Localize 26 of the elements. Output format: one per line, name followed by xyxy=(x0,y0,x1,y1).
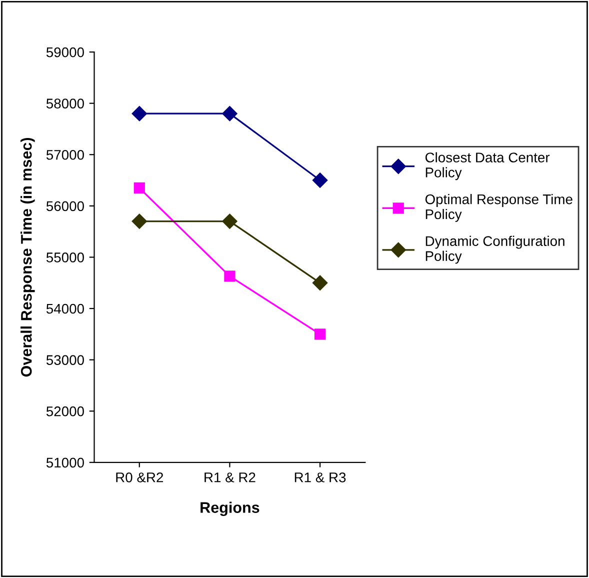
y-tick-label: 59000 xyxy=(46,47,84,58)
y-tick-label: 58000 xyxy=(46,98,84,108)
y-tick-label: 55000 xyxy=(46,252,84,262)
y-axis-title: Overall Response Time (in msec) xyxy=(20,138,35,377)
point xyxy=(224,270,236,282)
y-tick-label: 54000 xyxy=(46,304,84,314)
y-tick-label: 57000 xyxy=(46,150,84,160)
y-tick-label: 52000 xyxy=(46,406,84,416)
x-tick-label: R1 & R3 xyxy=(294,472,346,482)
point xyxy=(312,172,328,188)
point xyxy=(134,182,145,194)
y-tick-label: 51000 xyxy=(46,458,84,468)
point xyxy=(132,214,147,229)
x-axis-title: Regions xyxy=(200,502,260,516)
point xyxy=(222,106,238,122)
point xyxy=(314,328,326,340)
legend-label: Dynamic Configuration Policy xyxy=(426,236,564,264)
x-tick-label: R1 & R2 xyxy=(204,472,256,482)
y-tick-label: 53000 xyxy=(46,355,84,365)
x-tick-label: R0 &R2 xyxy=(116,472,164,482)
legend-label: Closest Data Center Policy xyxy=(425,152,550,180)
point xyxy=(312,275,328,290)
legend-label: Optimal Response Time Policy xyxy=(425,194,572,222)
y-tick-label: 56000 xyxy=(46,201,84,212)
point xyxy=(222,214,238,229)
point xyxy=(132,106,147,122)
